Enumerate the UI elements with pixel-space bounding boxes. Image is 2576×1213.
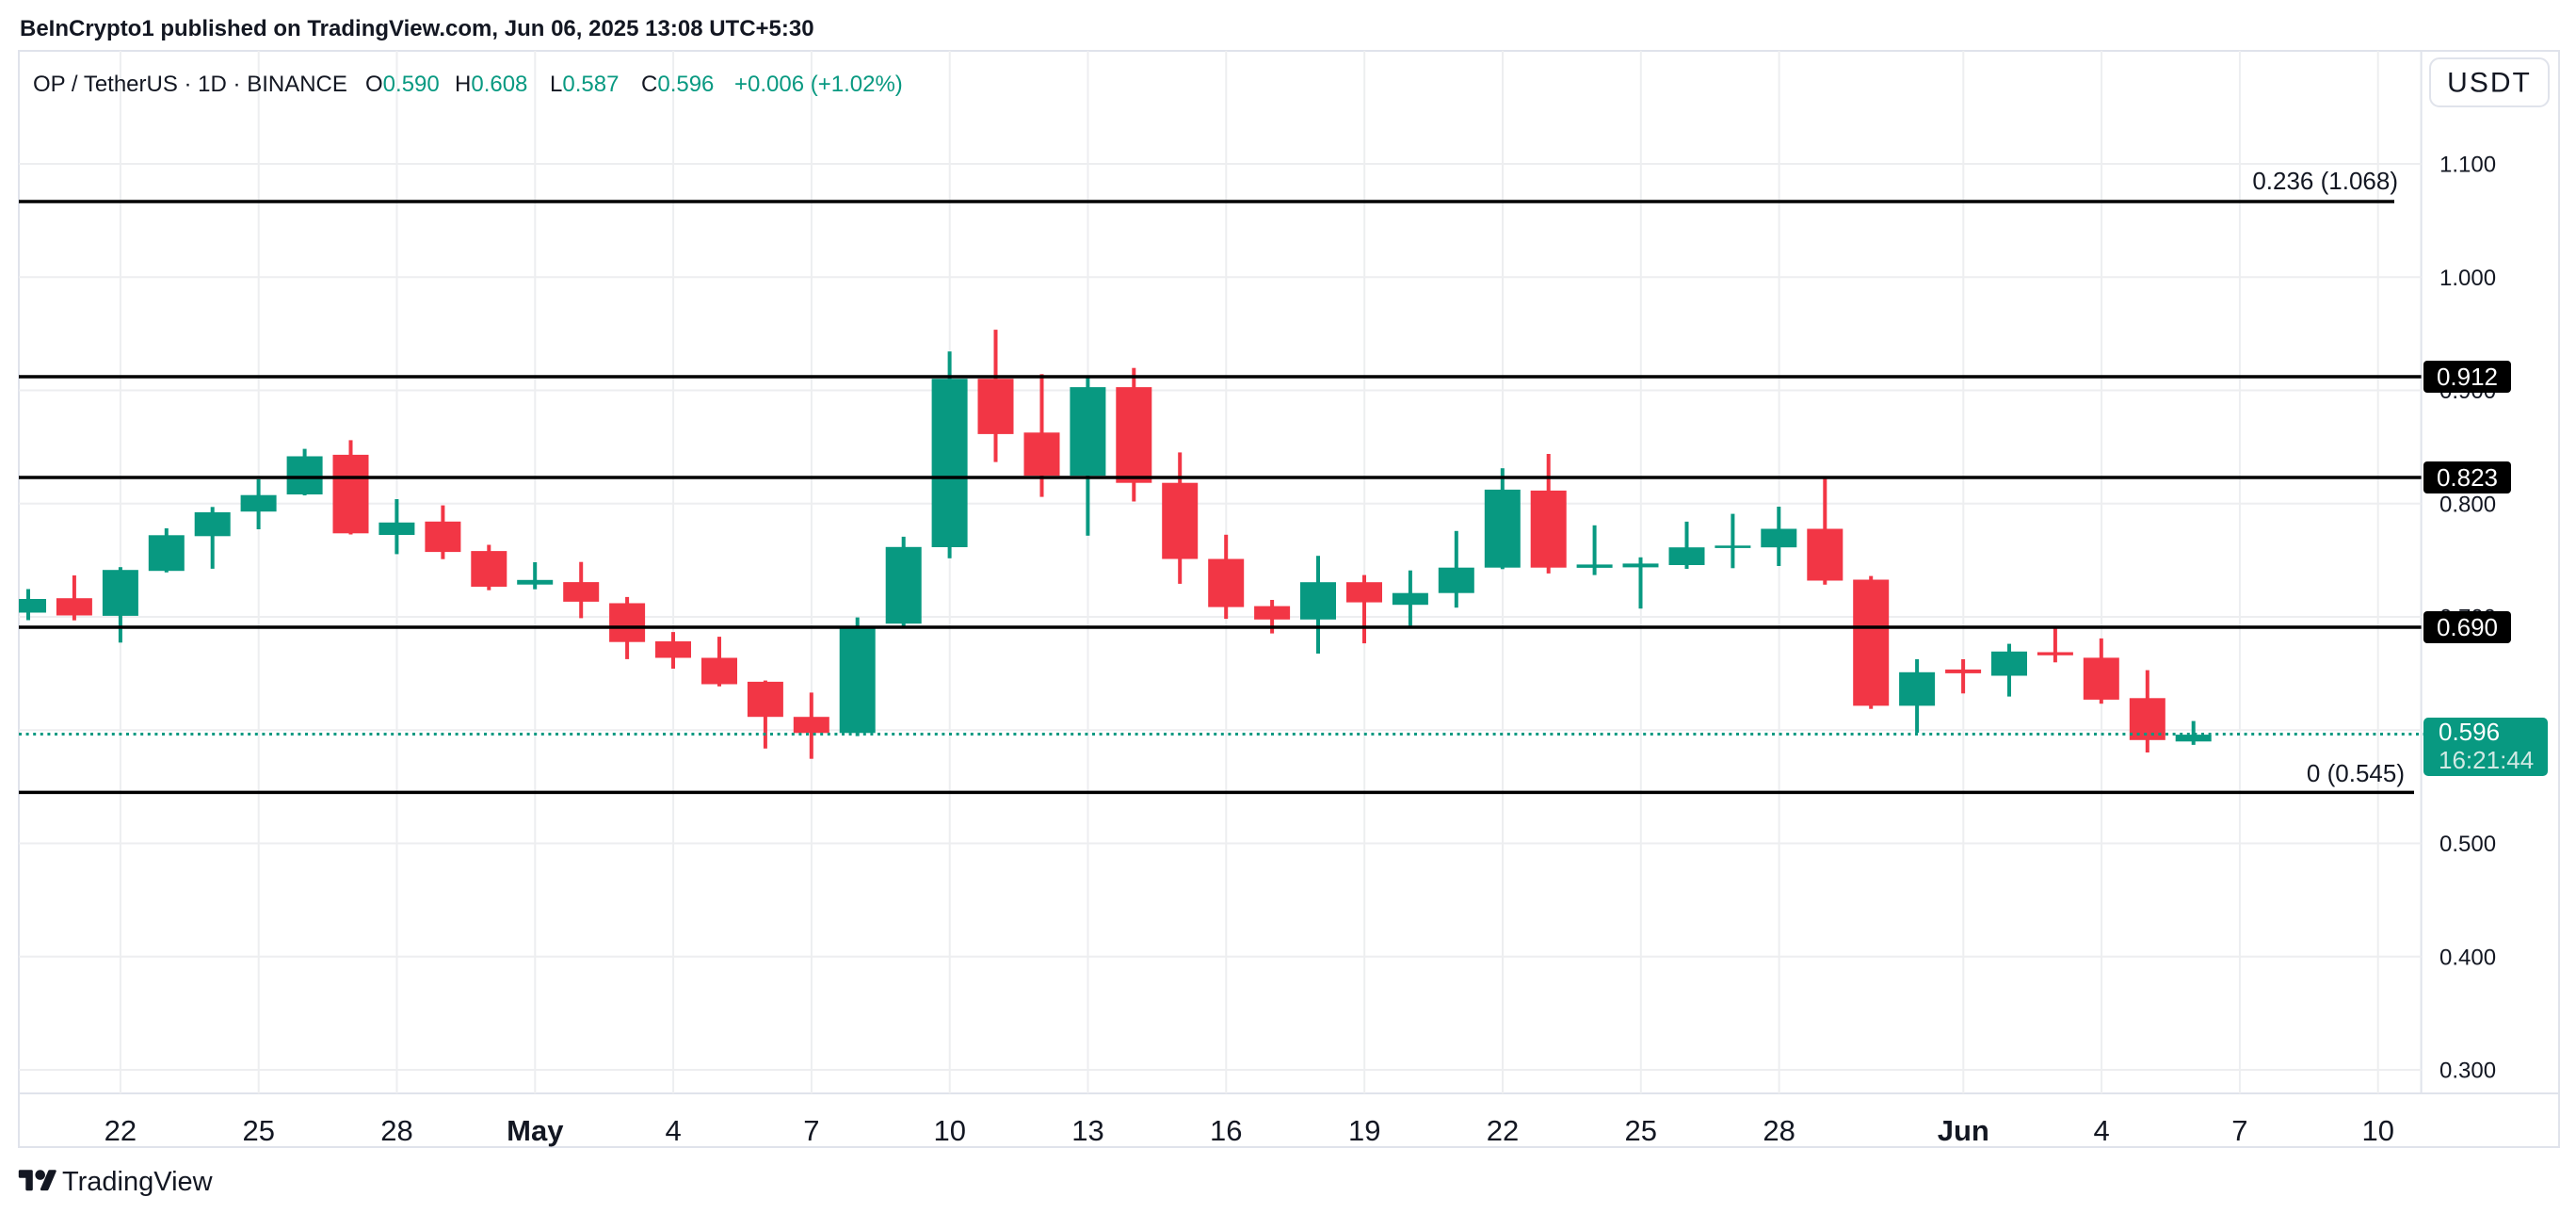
svg-text:O0.590: O0.590 (365, 72, 440, 97)
svg-text:OP / TetherUS · 1D · BINANCE: OP / TetherUS · 1D · BINANCE (33, 72, 347, 97)
svg-text:May: May (507, 1114, 564, 1147)
svg-text:25: 25 (242, 1114, 274, 1147)
svg-text:+0.006 (+1.02%): +0.006 (+1.02%) (734, 72, 903, 97)
svg-text:25: 25 (1625, 1114, 1657, 1147)
svg-text:22: 22 (1487, 1114, 1519, 1147)
svg-text:0.400: 0.400 (2439, 945, 2496, 970)
svg-text:0.596: 0.596 (2439, 718, 2500, 746)
svg-text:22: 22 (105, 1114, 137, 1147)
svg-text:L0.587: L0.587 (550, 72, 619, 97)
svg-text:1.000: 1.000 (2439, 266, 2496, 291)
svg-text:16: 16 (1210, 1114, 1242, 1147)
svg-text:10: 10 (933, 1114, 965, 1147)
svg-text:0.800: 0.800 (2439, 492, 2496, 517)
svg-text:28: 28 (1763, 1114, 1795, 1147)
svg-text:BeInCrypto1 published on Tradi: BeInCrypto1 published on TradingView.com… (20, 16, 814, 41)
svg-text:16:21:44: 16:21:44 (2439, 746, 2534, 774)
svg-text:1.100: 1.100 (2439, 153, 2496, 178)
svg-text:13: 13 (1071, 1114, 1103, 1147)
svg-text:0.500: 0.500 (2439, 832, 2496, 857)
svg-text:TradingView: TradingView (62, 1167, 214, 1197)
svg-text:4: 4 (2093, 1114, 2109, 1147)
svg-text:0.690: 0.690 (2437, 613, 2498, 641)
svg-text:0 (0.545): 0 (0.545) (2307, 759, 2405, 787)
svg-text:7: 7 (2231, 1114, 2247, 1147)
svg-text:19: 19 (1348, 1114, 1380, 1147)
svg-text:0.823: 0.823 (2437, 463, 2498, 492)
svg-text:H0.608: H0.608 (455, 72, 527, 97)
svg-text:7: 7 (803, 1114, 819, 1147)
svg-text:10: 10 (2361, 1114, 2393, 1147)
svg-text:28: 28 (380, 1114, 412, 1147)
svg-text:Jun: Jun (1938, 1114, 1989, 1147)
svg-text:0.912: 0.912 (2437, 363, 2498, 391)
svg-text:C0.596: C0.596 (641, 72, 714, 97)
svg-text:0.236 (1.068): 0.236 (1.068) (2252, 167, 2398, 195)
svg-text:0.300: 0.300 (2439, 1059, 2496, 1084)
svg-text:4: 4 (665, 1114, 681, 1147)
svg-text:USDT: USDT (2447, 68, 2532, 99)
